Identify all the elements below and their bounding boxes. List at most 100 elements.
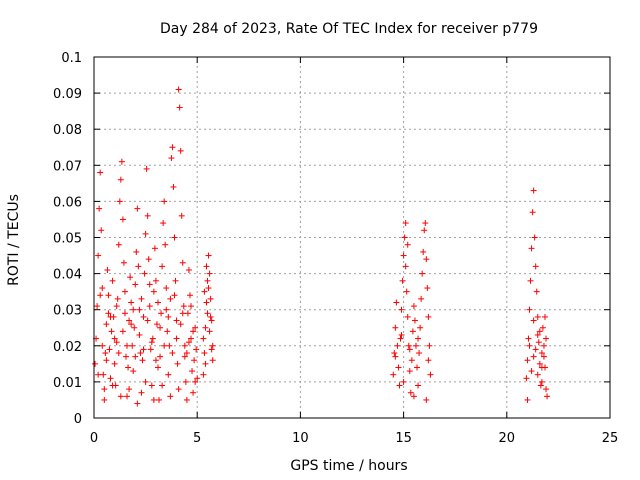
data-point (138, 295, 145, 302)
data-point (105, 310, 112, 317)
data-point (534, 313, 541, 320)
data-point (209, 357, 216, 364)
y-tick-label: 0.03 (53, 304, 82, 319)
data-point (119, 216, 126, 223)
data-point (544, 393, 551, 400)
y-tick-label: 0.07 (53, 159, 82, 174)
data-point (149, 335, 156, 342)
x-tick-label: 10 (292, 431, 309, 446)
y-tick-label: 0.02 (53, 340, 82, 355)
data-point (97, 169, 104, 176)
data-point (115, 241, 122, 248)
data-point (410, 393, 417, 400)
data-point (400, 378, 407, 385)
data-point (392, 353, 399, 360)
data-point (402, 263, 409, 270)
data-point (138, 389, 145, 396)
data-point (400, 252, 407, 259)
data-point (114, 295, 121, 302)
data-point (161, 198, 168, 205)
data-point (201, 350, 208, 357)
data-point (95, 371, 102, 378)
data-point (118, 158, 125, 165)
data-point (164, 328, 171, 335)
data-point (540, 353, 547, 360)
data-point (391, 350, 398, 357)
data-point (144, 212, 151, 219)
data-point (135, 263, 142, 270)
data-point (528, 245, 535, 252)
data-point (172, 277, 179, 284)
data-point (536, 360, 543, 367)
x-tick-label: 15 (395, 431, 412, 446)
data-point (392, 324, 399, 331)
data-point (534, 371, 541, 378)
data-point (423, 396, 430, 403)
data-point (146, 303, 153, 310)
data-point (425, 313, 432, 320)
data-point (524, 396, 531, 403)
data-point (393, 299, 400, 306)
data-point (131, 324, 138, 331)
data-point (423, 256, 430, 263)
data-point (178, 212, 185, 219)
data-point (124, 393, 131, 400)
data-point (183, 350, 190, 357)
data-point (147, 346, 154, 353)
data-point (399, 277, 406, 284)
data-point (530, 187, 537, 194)
data-point (107, 313, 114, 320)
data-point (136, 306, 143, 313)
data-point (528, 368, 535, 375)
data-point (203, 263, 210, 270)
data-point (184, 310, 191, 317)
data-point (163, 306, 170, 313)
data-point (193, 346, 200, 353)
data-point (181, 342, 188, 349)
data-point (192, 378, 199, 385)
data-point (132, 281, 139, 288)
data-point (414, 364, 421, 371)
data-point (417, 324, 424, 331)
data-point (109, 382, 116, 389)
tick-layer: 0 5 10 15 20 25 0 0.01 0.02 0.03 0.04 0.05 0.06 0.07 0… (53, 51, 618, 446)
data-point (205, 252, 212, 259)
data-point (113, 303, 120, 310)
data-point (142, 230, 149, 237)
data-point (207, 313, 214, 320)
data-point (107, 375, 114, 382)
data-point (530, 353, 537, 360)
data-point (543, 386, 550, 393)
data-point (180, 303, 187, 310)
data-point (530, 317, 537, 324)
data-point (111, 360, 118, 367)
data-point (419, 270, 426, 277)
data-point (535, 339, 542, 346)
x-tick-label: 0 (90, 431, 98, 446)
data-point (92, 360, 99, 367)
data-point (179, 310, 186, 317)
data-point (103, 357, 110, 364)
data-point (410, 303, 417, 310)
data-point (176, 104, 183, 111)
data-point (209, 342, 216, 349)
data-point (116, 198, 123, 205)
data-point (173, 335, 180, 342)
data-point (109, 277, 116, 284)
data-point (101, 396, 108, 403)
data-point (134, 205, 141, 212)
data-point (105, 292, 112, 299)
y-tick-label: 0.01 (53, 376, 82, 391)
data-point (141, 270, 148, 277)
data-point (208, 317, 215, 324)
data-point (161, 342, 168, 349)
x-tick-label: 20 (499, 431, 516, 446)
data-point (145, 256, 152, 263)
data-point (153, 321, 160, 328)
data-point (207, 295, 214, 302)
data-point (163, 285, 170, 292)
data-point (404, 313, 411, 320)
data-point (117, 176, 124, 183)
data-point (401, 234, 408, 241)
data-point (175, 86, 182, 93)
